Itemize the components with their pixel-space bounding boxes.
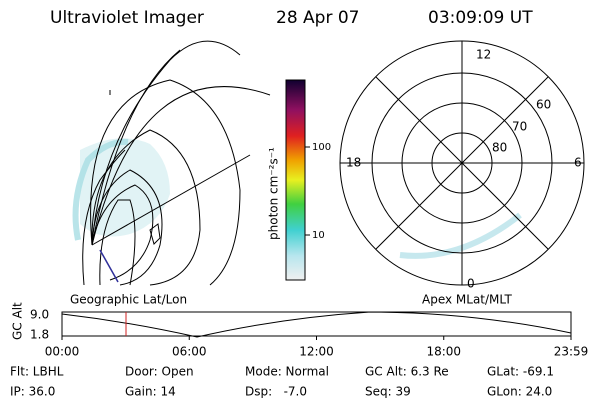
date: 28 Apr 07 xyxy=(276,8,359,28)
instrument: Ultraviolet Imager xyxy=(50,8,204,28)
mlt-label: 18 xyxy=(346,156,361,170)
left-map xyxy=(72,40,271,286)
altitude-curve xyxy=(61,311,572,338)
status-item: Gain: 14 xyxy=(125,385,176,399)
mlt-label: 12 xyxy=(476,48,491,62)
colorbar-tick-label: 100 xyxy=(312,142,331,153)
status-item: IP: 36.0 xyxy=(10,385,55,399)
x-tick-label: 23:59 xyxy=(554,345,589,359)
colorbar-label: photon cm⁻²s⁻¹ xyxy=(267,147,281,240)
mlt-label: 0 xyxy=(467,277,475,291)
colorbar-tick-label: 10 xyxy=(312,230,325,241)
x-tick-label: 12:00 xyxy=(299,345,334,359)
polar-map xyxy=(339,40,585,286)
status-item: Door: Open xyxy=(125,365,194,379)
left-map-label: Geographic Lat/Lon xyxy=(70,293,187,307)
status-item: Mode: Normal xyxy=(245,365,329,379)
time: 03:09:09 UT xyxy=(428,8,533,28)
status-item: Seq: 39 xyxy=(365,385,411,399)
status-item: GLat: -69.1 xyxy=(487,365,554,379)
lat-label: 70 xyxy=(512,120,527,134)
x-tick-label: 00:00 xyxy=(45,345,80,359)
status-item: Dsp: -7.0 xyxy=(245,385,307,399)
lat-label: 60 xyxy=(536,98,551,112)
colorbar xyxy=(285,79,306,281)
y-axis-label: GC Alt xyxy=(11,302,25,340)
lat-label: 80 xyxy=(492,141,507,155)
status-panel: Flt: LBHL Door: Open Mode: Normal GC Alt: 6… xyxy=(10,365,554,399)
status-item: GLon: 24.0 xyxy=(487,385,552,399)
y-tick-label: 9.0 xyxy=(30,308,49,322)
y-tick-label: 1.8 xyxy=(30,328,49,342)
status-item: Flt: LBHL xyxy=(10,365,64,379)
x-tick-label: 18:00 xyxy=(426,345,461,359)
mlt-label: 6 xyxy=(574,156,582,170)
x-tick-label: 06:00 xyxy=(172,345,207,359)
x-ticks: 00:00 06:00 12:00 18:00 23:59 xyxy=(45,336,589,359)
polar-map-label: Apex MLat/MLT xyxy=(422,293,512,307)
status-item: GC Alt: 6.3 Re xyxy=(365,365,449,379)
